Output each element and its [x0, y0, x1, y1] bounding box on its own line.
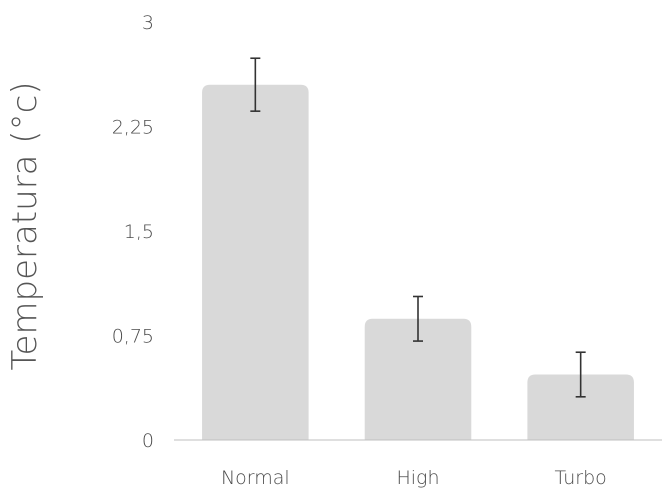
- x-tick-label-turbo: Turbo: [555, 467, 607, 488]
- y-tick-label: 0,75: [112, 326, 154, 348]
- y-tick-label: 2,25: [112, 117, 154, 139]
- y-tick-label: 1,5: [124, 221, 154, 243]
- y-axis-title-group: Temperatura (°c): [5, 81, 45, 370]
- bar-turbo: [527, 374, 634, 440]
- x-tick-label-normal: Normal: [221, 467, 290, 488]
- x-axis-ticks: Normal High Turbo: [221, 467, 607, 488]
- y-axis-title: Temperatura (°c): [5, 81, 45, 370]
- error-bar-high: [413, 295, 423, 342]
- error-bars: [250, 57, 586, 398]
- error-bar-normal: [250, 57, 261, 112]
- error-bar-turbo: [575, 351, 586, 398]
- x-tick-label-high: High: [396, 467, 439, 488]
- bars: [202, 84, 634, 440]
- bar-high: [364, 318, 472, 440]
- y-tick-label: 3: [142, 12, 154, 34]
- bar-normal: [202, 84, 309, 440]
- y-axis-ticks: 0 0,75 1,5 2,25 3: [112, 12, 154, 452]
- y-tick-label: 0: [142, 430, 154, 452]
